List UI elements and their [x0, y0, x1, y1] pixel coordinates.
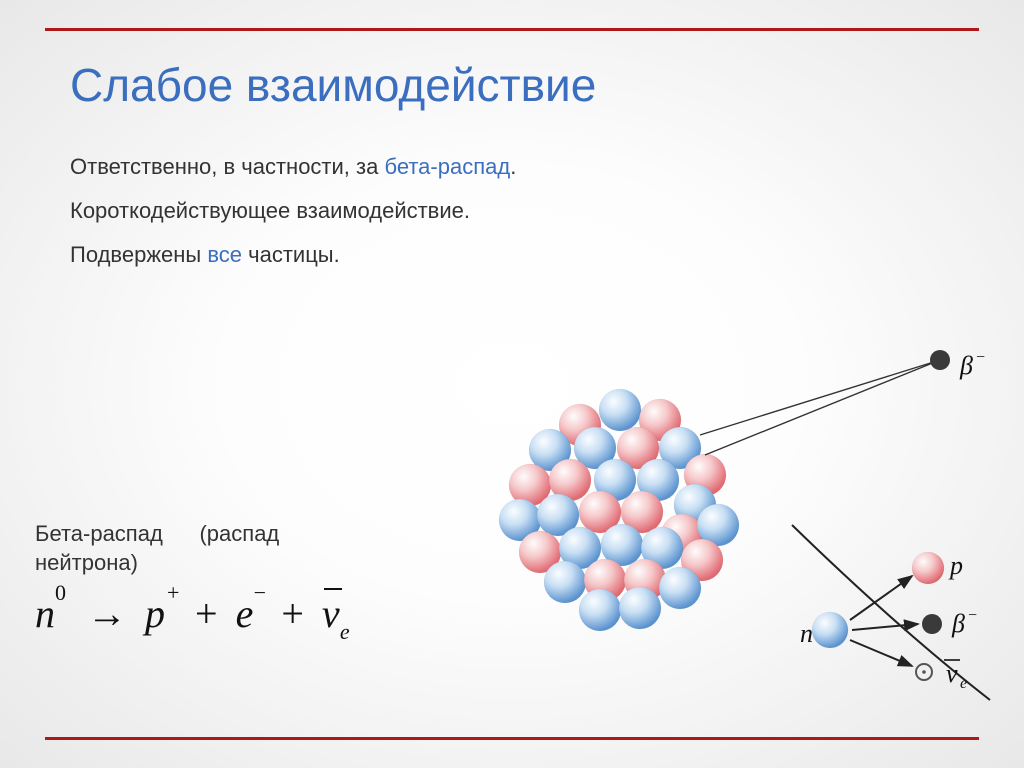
body-line-1a: Ответственно, в частности, за	[70, 154, 384, 179]
formula-nu-base: v	[322, 591, 340, 636]
svg-text:−: −	[976, 349, 985, 366]
top-rule	[45, 28, 979, 31]
body-line-3c: частицы.	[242, 242, 340, 267]
body-line-1b: бета-распад	[384, 154, 510, 179]
body-line-3: Подвержены все частицы.	[70, 233, 954, 277]
svg-text:e: e	[960, 675, 967, 692]
slide-title: Слабое взаимодействие	[70, 58, 596, 112]
formula-plus-1: +	[175, 591, 226, 636]
formula-p: p +	[145, 590, 165, 637]
formula-n-base: n	[35, 591, 55, 636]
decay-formula: n 0 → p + + e − + v e	[35, 590, 340, 637]
body-line-1: Ответственно, в частности, за бета-распа…	[70, 145, 954, 189]
beta-emission: β−	[700, 349, 985, 455]
body-line-3b: все	[207, 242, 242, 267]
body-line-2: Короткодействующее взаимодействие.	[70, 189, 954, 233]
svg-text:β: β	[959, 351, 973, 380]
slide: Слабое взаимодействие Ответственно, в ча…	[0, 0, 1024, 768]
formula-arrow: →	[65, 591, 135, 636]
svg-text:−: −	[968, 607, 977, 624]
decay-diagram: β− npβ−νe	[400, 330, 1000, 710]
svg-text:ν: ν	[946, 659, 958, 688]
formula-e-base: e	[236, 591, 254, 636]
svg-text:p: p	[948, 551, 963, 580]
decay-label: Бета-распад (распад нейтрона)	[35, 520, 355, 577]
svg-text:β: β	[951, 609, 965, 638]
body-line-3a: Подвержены	[70, 242, 207, 267]
body-text: Ответственно, в частности, за бета-распа…	[70, 145, 954, 277]
formula-nu-sub: e	[340, 619, 350, 645]
body-line-1c: .	[510, 154, 516, 179]
formula-p-sup: +	[167, 580, 179, 606]
formula-plus-2: +	[263, 591, 312, 636]
formula-nu-bar	[324, 588, 342, 590]
nucleus	[499, 389, 739, 631]
formula-e-sup: −	[254, 580, 266, 606]
formula-e: e −	[236, 590, 254, 637]
bottom-rule	[45, 737, 979, 740]
formula-n-sup: 0	[55, 580, 66, 606]
formula-p-base: p	[145, 591, 165, 636]
formula-n: n 0	[35, 590, 55, 637]
svg-text:n: n	[800, 619, 813, 648]
formula-nu: v e	[322, 590, 340, 637]
decay-detail: n pβ− νe	[800, 551, 977, 692]
decay-label-a: Бета-распад	[35, 521, 163, 546]
